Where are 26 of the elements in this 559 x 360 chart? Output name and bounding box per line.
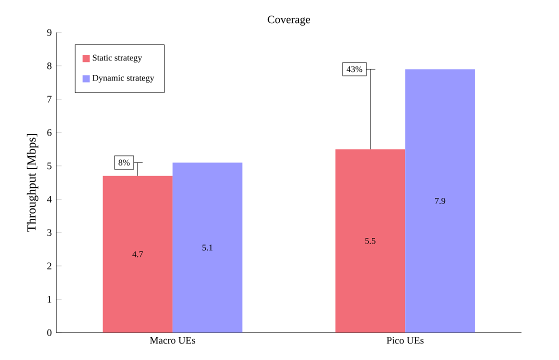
y-tick-label: 4 — [47, 196, 52, 202]
annotation: 8% — [118, 160, 130, 166]
y-tick-label: 8 — [47, 62, 52, 70]
x-tick-label: Macro UEs — [150, 336, 196, 344]
legend-label: Dynamic strategy — [92, 74, 154, 83]
y-tick-label: 7 — [48, 96, 52, 102]
y-tick-label: 9 — [47, 29, 52, 36]
bar — [335, 149, 406, 333]
data-label: 7.9 — [435, 198, 446, 204]
annotation: 43% — [346, 66, 362, 72]
x-tick-label: Pico UEs — [386, 336, 424, 344]
y-tick-label: 3 — [47, 229, 52, 236]
y-tick-label: 1 — [48, 296, 52, 303]
bar — [102, 176, 173, 333]
y-axis-title: Throughput [Mbps] — [26, 134, 38, 232]
bar — [172, 162, 242, 333]
y-tick-label: 2 — [47, 262, 52, 270]
data-label: 5.5 — [365, 238, 376, 244]
y-tick-label: 5 — [47, 162, 52, 170]
data-label: 4.7 — [132, 251, 143, 258]
data-label: 5.1 — [202, 244, 212, 250]
chart-title: Coverage — [268, 16, 310, 26]
y-tick-label: 6 — [47, 129, 52, 136]
bar — [405, 69, 475, 333]
legend-label: Static strategy — [92, 54, 142, 62]
y-tick-label: 0 — [47, 329, 52, 336]
